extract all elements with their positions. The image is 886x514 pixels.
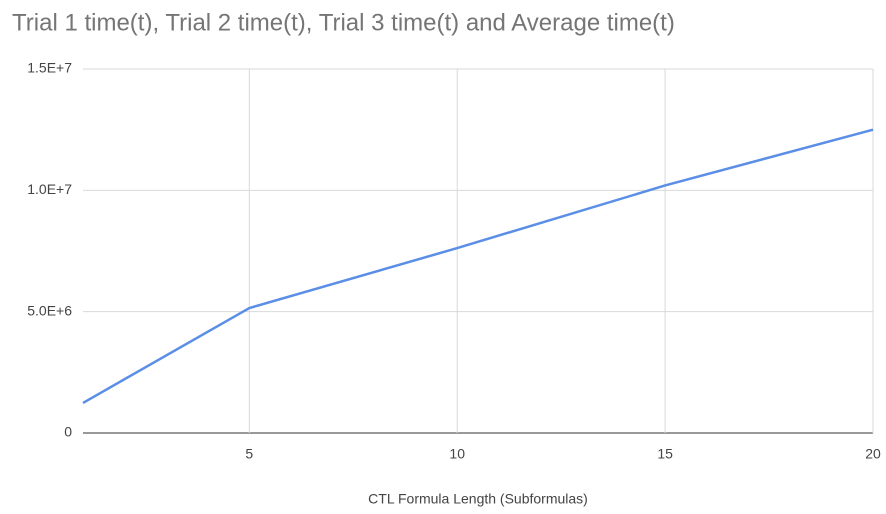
x-tick-label: 10 — [449, 446, 465, 462]
x-axis-label: CTL Formula Length (Subformulas) — [368, 491, 588, 507]
y-tick-label: 0 — [64, 424, 72, 440]
y-tick-label: 5.0E+6 — [27, 302, 72, 318]
x-tick-label: 15 — [657, 446, 673, 462]
x-tick-label: 20 — [865, 446, 881, 462]
x-tick-label: 5 — [245, 446, 253, 462]
y-tick-label: 1.5E+7 — [27, 60, 72, 76]
data-line — [82, 128, 874, 404]
chart-title: Trial 1 time(t), Trial 2 time(t), Trial … — [12, 9, 675, 36]
y-tick-label: 1.0E+7 — [27, 181, 72, 197]
